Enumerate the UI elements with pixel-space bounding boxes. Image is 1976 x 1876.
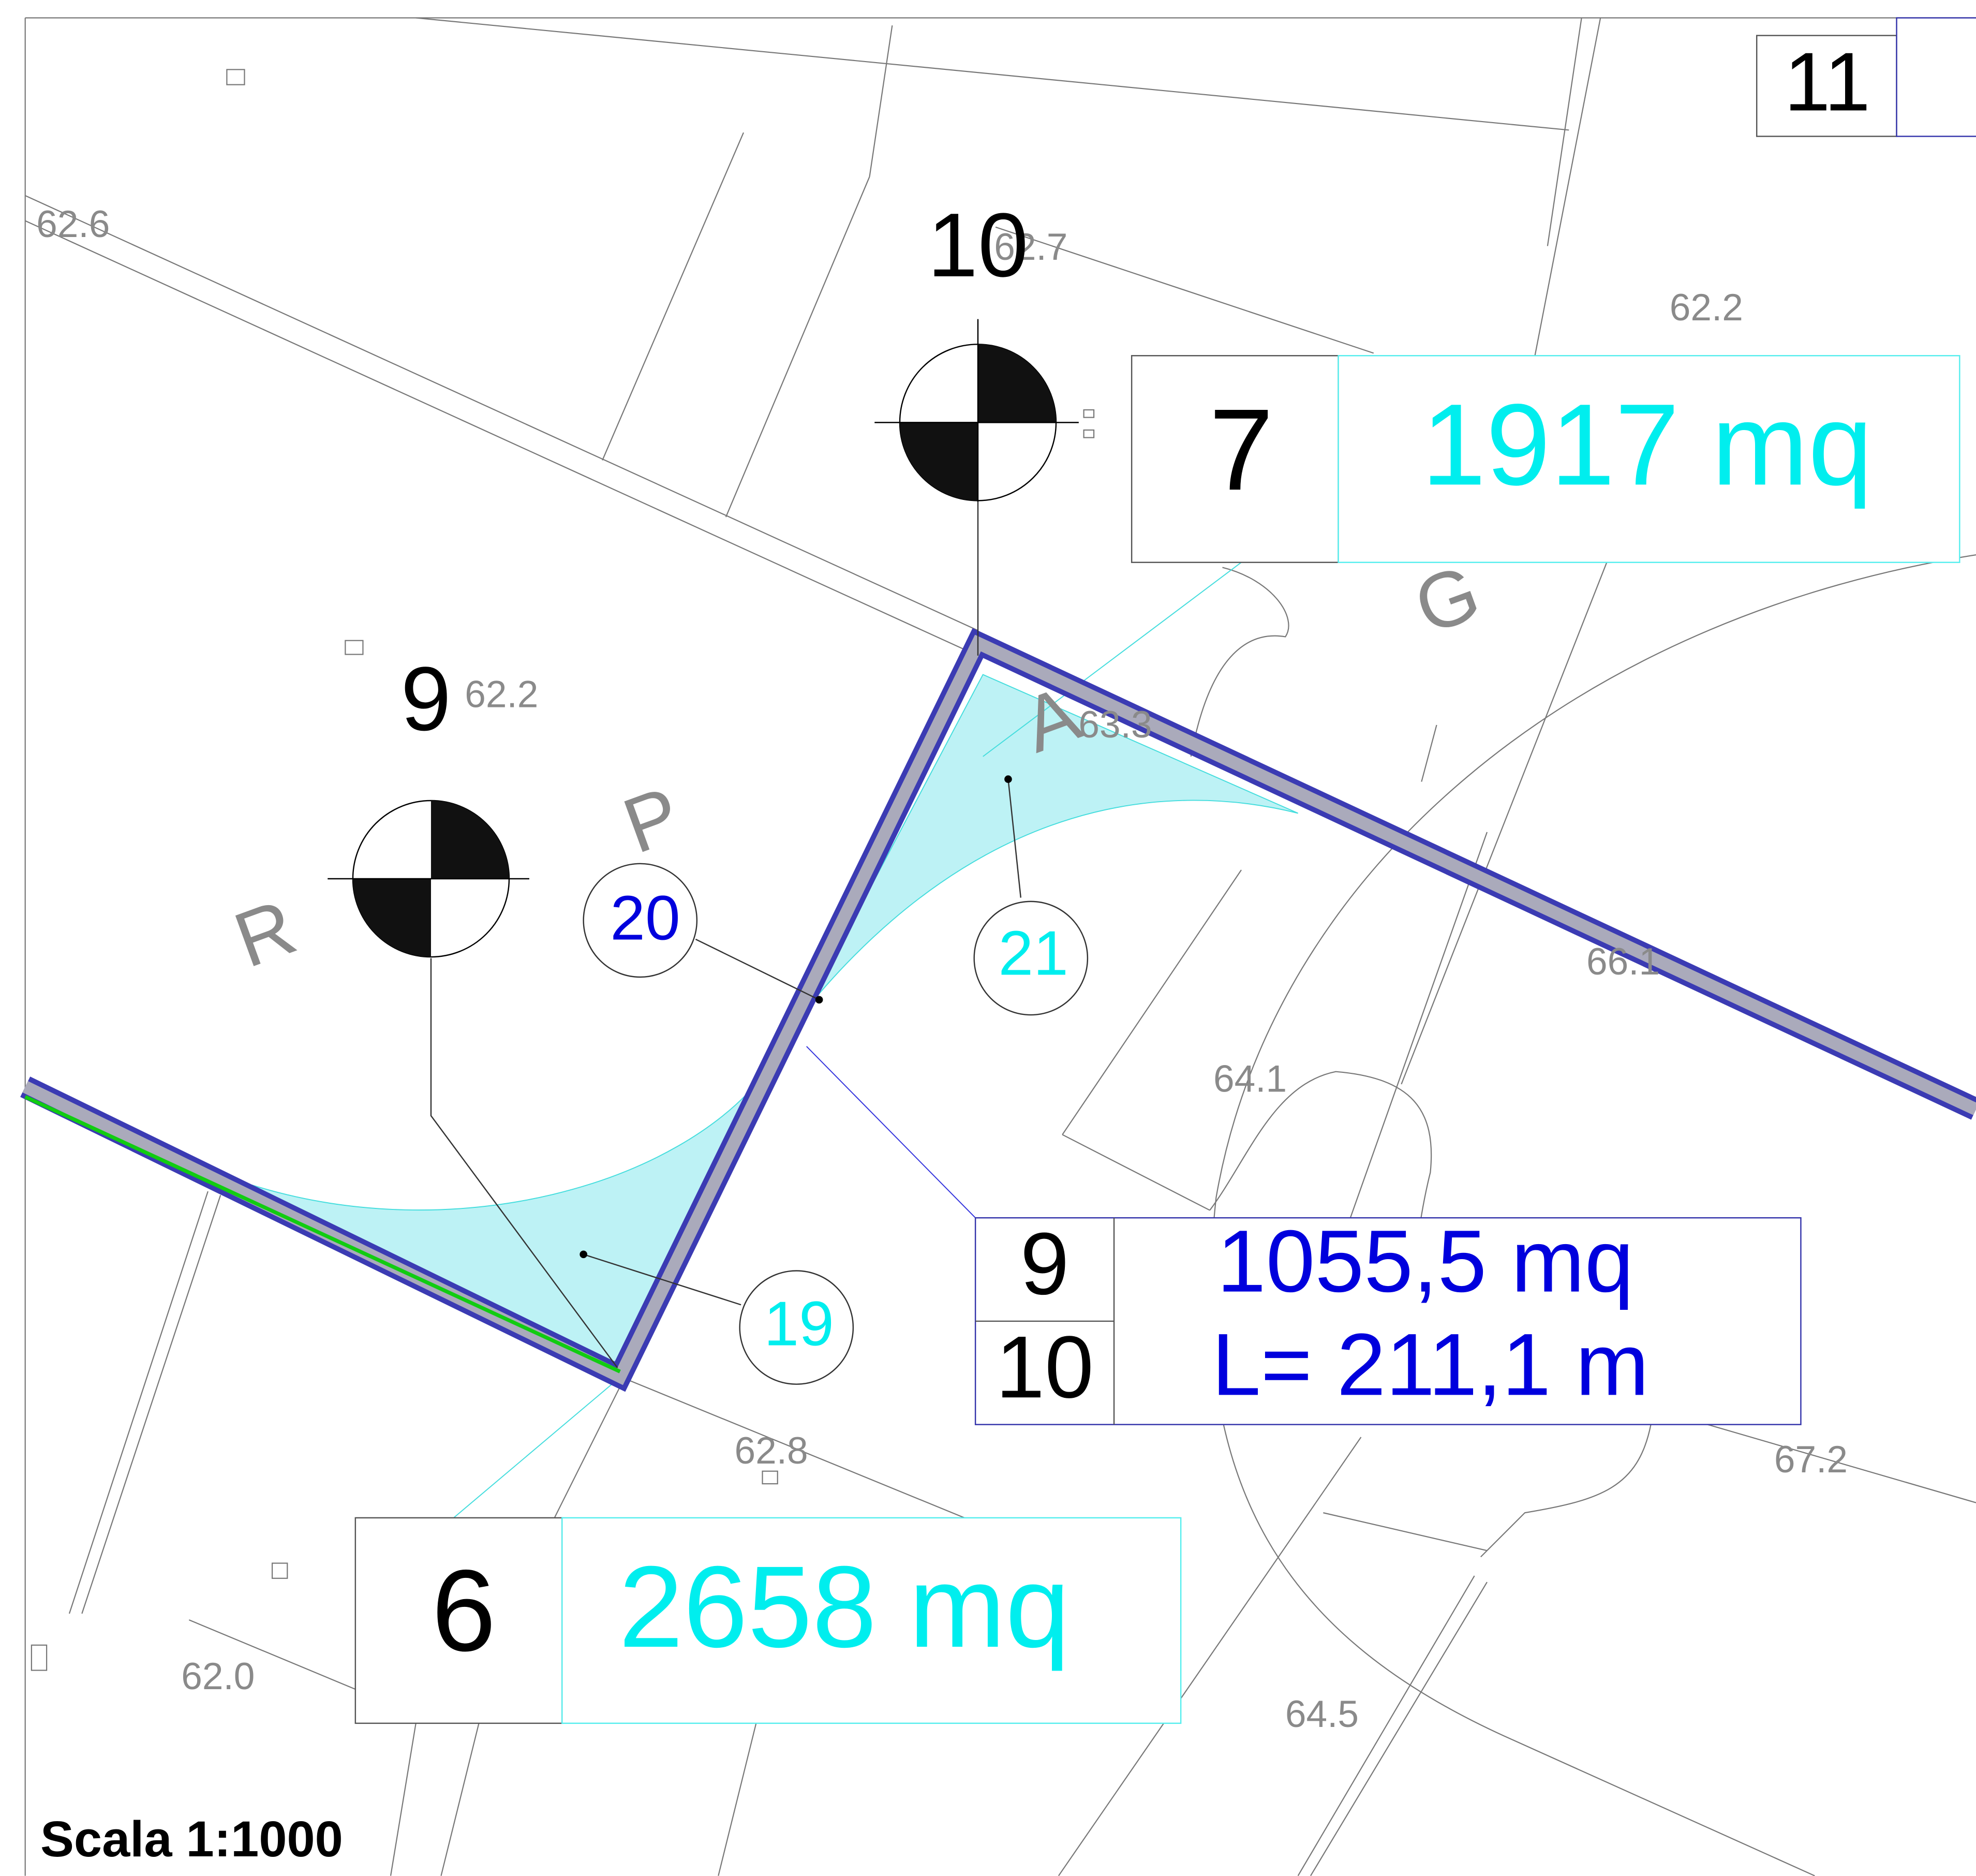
point [815,996,823,1004]
elevation: 62.2 [1670,287,1743,329]
parcel-number: 11 [1784,35,1870,128]
parcel-length: L= 211,1 m [1212,1316,1649,1414]
elevation: 62.6 [36,203,110,245]
parcel-area: 1917 mq [1421,380,1873,509]
elevation: 66.1 [1586,941,1660,983]
parcel-number: 7 [1209,385,1274,514]
elevation: 64.5 [1285,1693,1359,1735]
point [580,1251,587,1259]
point-label: 19 [764,1289,834,1359]
elevation: 62.2 [465,674,538,716]
benchmark-label: 9 [400,648,451,750]
elevation: 63.3 [1078,704,1152,746]
page: {"elevations":["62.6","62.7","62.2","62.… [0,0,1976,1876]
point-label: 21 [998,918,1068,988]
parcel-number: 9 [1020,1215,1069,1313]
elevation: 62.0 [181,1656,255,1697]
benchmark-label: 10 [927,195,1028,296]
point [1004,775,1012,783]
parcel-number: 10 [996,1318,1094,1416]
point-label: 20 [610,882,680,953]
parcel-box [1897,18,1976,137]
elevation: 67.2 [1774,1439,1848,1481]
map: 62.6 62.7 62.2 62.2 63.3 66.1 64.1 62.8 … [0,0,1976,1876]
parcel-number: 6 [432,1546,496,1675]
parcel-area: 2658 mq [619,1542,1070,1672]
parcel-area: 1055,5 mq [1217,1213,1634,1311]
elevation: 64.1 [1213,1058,1287,1100]
elevation: 62.8 [734,1430,808,1472]
scale-label: Scala 1:1000 [40,1811,343,1867]
